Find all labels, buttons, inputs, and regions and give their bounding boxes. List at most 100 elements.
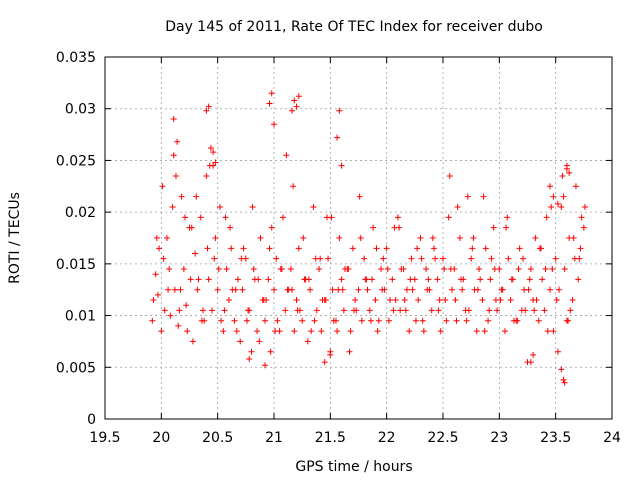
data-point xyxy=(322,297,329,304)
data-point xyxy=(527,266,534,273)
data-point xyxy=(550,328,557,335)
data-point xyxy=(423,266,430,273)
data-point xyxy=(409,286,416,293)
data-point xyxy=(180,266,187,273)
data-point xyxy=(310,203,317,210)
data-point xyxy=(378,266,385,273)
data-point xyxy=(325,255,332,262)
data-point xyxy=(249,203,256,210)
data-point xyxy=(456,235,463,241)
data-point xyxy=(499,286,506,293)
data-point xyxy=(205,103,212,110)
data-point xyxy=(452,297,459,304)
data-point xyxy=(476,266,483,273)
data-point xyxy=(507,297,514,304)
data-point xyxy=(384,266,391,273)
data-point xyxy=(357,235,364,241)
data-point xyxy=(181,214,188,221)
data-point xyxy=(530,351,537,358)
data-point xyxy=(490,224,497,231)
data-point xyxy=(184,328,191,335)
data-point xyxy=(356,193,363,200)
data-point xyxy=(291,97,298,104)
data-point xyxy=(340,307,347,314)
data-point xyxy=(163,235,170,241)
data-point xyxy=(389,276,396,283)
data-point xyxy=(390,307,397,314)
data-point xyxy=(420,328,427,335)
data-point xyxy=(214,286,221,293)
data-point xyxy=(355,286,362,293)
data-point xyxy=(188,224,195,231)
x-tick-label: 19.5 xyxy=(89,430,120,446)
y-tick-label: 0 xyxy=(87,412,96,428)
y-axis-label: ROTI / TECUs xyxy=(7,192,23,284)
data-point xyxy=(362,276,369,283)
x-tick-label: 21 xyxy=(265,430,283,446)
data-point xyxy=(358,317,365,324)
data-point xyxy=(508,276,515,283)
data-point xyxy=(197,214,204,221)
data-point xyxy=(290,183,297,190)
data-point xyxy=(268,224,275,231)
data-point xyxy=(379,286,386,293)
data-point xyxy=(569,297,576,304)
data-point xyxy=(458,276,465,283)
data-point xyxy=(149,317,156,324)
data-point xyxy=(334,328,341,335)
data-point xyxy=(165,286,172,293)
x-tick-label: 22.5 xyxy=(427,430,458,446)
data-point xyxy=(408,255,415,262)
data-point xyxy=(159,183,166,190)
data-point xyxy=(271,286,277,293)
data-point xyxy=(294,307,301,314)
data-point xyxy=(194,286,201,293)
data-point xyxy=(453,317,460,324)
data-point xyxy=(397,307,404,314)
y-tick-label: 0.03 xyxy=(65,102,96,118)
data-point xyxy=(268,90,275,97)
data-point xyxy=(334,134,341,141)
data-point xyxy=(549,266,556,273)
data-point xyxy=(223,266,230,273)
data-point xyxy=(526,276,533,283)
data-point xyxy=(481,328,488,335)
data-point xyxy=(267,348,274,355)
data-point xyxy=(544,328,551,335)
data-point xyxy=(210,162,217,169)
data-point xyxy=(374,328,381,335)
data-point xyxy=(470,235,477,241)
data-point xyxy=(212,235,219,241)
data-point xyxy=(193,193,200,200)
data-point xyxy=(273,255,280,262)
data-point xyxy=(494,307,501,314)
data-point xyxy=(401,297,408,304)
x-tick-label: 22 xyxy=(378,430,396,446)
data-point xyxy=(449,286,456,293)
data-point xyxy=(503,224,510,231)
data-point xyxy=(305,276,312,283)
x-tick-label: 23 xyxy=(490,430,508,446)
data-point xyxy=(211,255,218,262)
data-point xyxy=(556,286,563,293)
x-tick-label: 24 xyxy=(603,430,621,446)
y-tick-label: 0.005 xyxy=(56,360,96,376)
data-point xyxy=(261,362,268,369)
data-point xyxy=(169,203,176,210)
data-point xyxy=(550,193,557,200)
data-point xyxy=(221,307,228,314)
data-point xyxy=(437,328,444,335)
data-point xyxy=(525,286,532,293)
data-point xyxy=(209,307,216,314)
data-point xyxy=(370,224,377,231)
data-point xyxy=(318,328,325,335)
data-point xyxy=(548,203,555,210)
y-tick-label: 0.015 xyxy=(56,257,96,273)
data-point xyxy=(225,297,232,304)
y-tick-label: 0.01 xyxy=(65,309,96,325)
data-point xyxy=(171,286,178,293)
data-point xyxy=(246,356,253,363)
data-point xyxy=(299,317,306,324)
data-point xyxy=(392,297,399,304)
data-point xyxy=(463,317,470,324)
